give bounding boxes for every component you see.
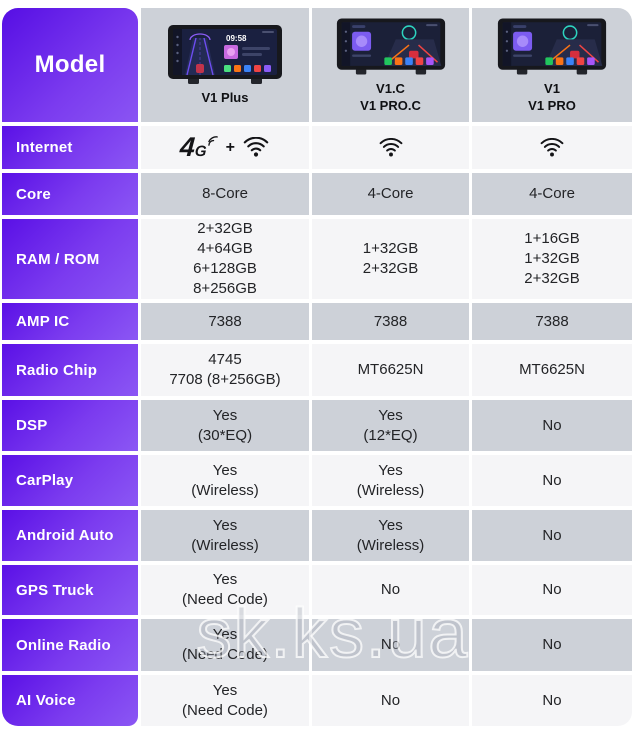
internet-cell-v1-plus: 4G + <box>141 126 309 169</box>
wifi-icon <box>243 137 269 157</box>
value-cell: Yes (12*EQ) <box>312 400 469 451</box>
row-label-core: Core <box>2 173 138 215</box>
value-cell: 4745 7708 (8+256GB) <box>141 344 309 396</box>
row-label-online-radio: Online Radio <box>2 619 138 671</box>
model-name-v1c: V1.C V1 PRO.C <box>360 80 421 113</box>
row-label-radio-chip: Radio Chip <box>2 344 138 396</box>
screen-clock: 09:58 <box>226 34 247 43</box>
value-cell: MT6625N <box>312 344 469 396</box>
signal-arcs-icon <box>207 136 218 146</box>
value-cell: 4-Core <box>472 173 632 215</box>
value-cell: 7388 <box>312 303 469 340</box>
row-label-ram-rom: RAM / ROM <box>2 219 138 299</box>
value-cell: MT6625N <box>472 344 632 396</box>
value-cell: Yes (Wireless) <box>141 510 309 561</box>
column-header-v1-plus: 09:58 V1 Plus <box>141 8 309 122</box>
value-cell: No <box>312 565 469 615</box>
value-cell: No <box>312 675 469 726</box>
value-cell: No <box>472 510 632 561</box>
row-label-amp-ic: AMP IC <box>2 303 138 340</box>
value-cell: 7388 <box>472 303 632 340</box>
value-cell: No <box>472 619 632 671</box>
value-cell: Yes (Need Code) <box>141 565 309 615</box>
model-name-v1-plus: V1 Plus <box>201 90 249 106</box>
value-cell: Yes (Need Code) <box>141 675 309 726</box>
value-cell: Yes (Wireless) <box>141 455 309 506</box>
value-cell: 8-Core <box>141 173 309 215</box>
model-header-label: Model <box>2 8 138 122</box>
row-label-internet: Internet <box>2 126 138 169</box>
4g-icon: 4G <box>178 131 208 162</box>
value-cell: No <box>312 619 469 671</box>
model-name-v1: V1 V1 PRO <box>528 80 576 113</box>
wifi-icon <box>540 137 564 156</box>
wifi-icon <box>379 137 402 156</box>
head-unit-photo-v1-plus: 09:58 <box>168 25 282 85</box>
value-cell: 4-Core <box>312 173 469 215</box>
internet-cell-v1 <box>472 126 632 169</box>
row-label-android-auto: Android Auto <box>2 510 138 561</box>
value-cell: No <box>472 565 632 615</box>
row-label-dsp: DSP <box>2 400 138 451</box>
value-cell: No <box>472 400 632 451</box>
head-unit-photo-v1c <box>336 18 445 75</box>
value-cell: 1+16GB 1+32GB 2+32GB <box>472 219 632 299</box>
row-label-carplay: CarPlay <box>2 455 138 506</box>
value-cell: 7388 <box>141 303 309 340</box>
value-cell: No <box>472 455 632 506</box>
value-cell: Yes (Wireless) <box>312 510 469 561</box>
row-label-ai-voice: AI Voice <box>2 675 138 726</box>
head-unit-photo-v1 <box>497 18 607 75</box>
row-label-gps-truck: GPS Truck <box>2 565 138 615</box>
value-cell: 1+32GB 2+32GB <box>312 219 469 299</box>
plus-sign: + <box>225 138 236 156</box>
comparison-table: Model 09:58 <box>2 8 632 726</box>
column-header-v1: V1 V1 PRO <box>472 8 632 122</box>
value-cell: Yes (30*EQ) <box>141 400 309 451</box>
value-cell: 2+32GB 4+64GB 6+128GB 8+256GB <box>141 219 309 299</box>
column-header-v1c: V1.C V1 PRO.C <box>312 8 469 122</box>
value-cell: Yes (Need Code) <box>141 619 309 671</box>
internet-cell-v1c <box>312 126 469 169</box>
value-cell: Yes (Wireless) <box>312 455 469 506</box>
value-cell: No <box>472 675 632 726</box>
